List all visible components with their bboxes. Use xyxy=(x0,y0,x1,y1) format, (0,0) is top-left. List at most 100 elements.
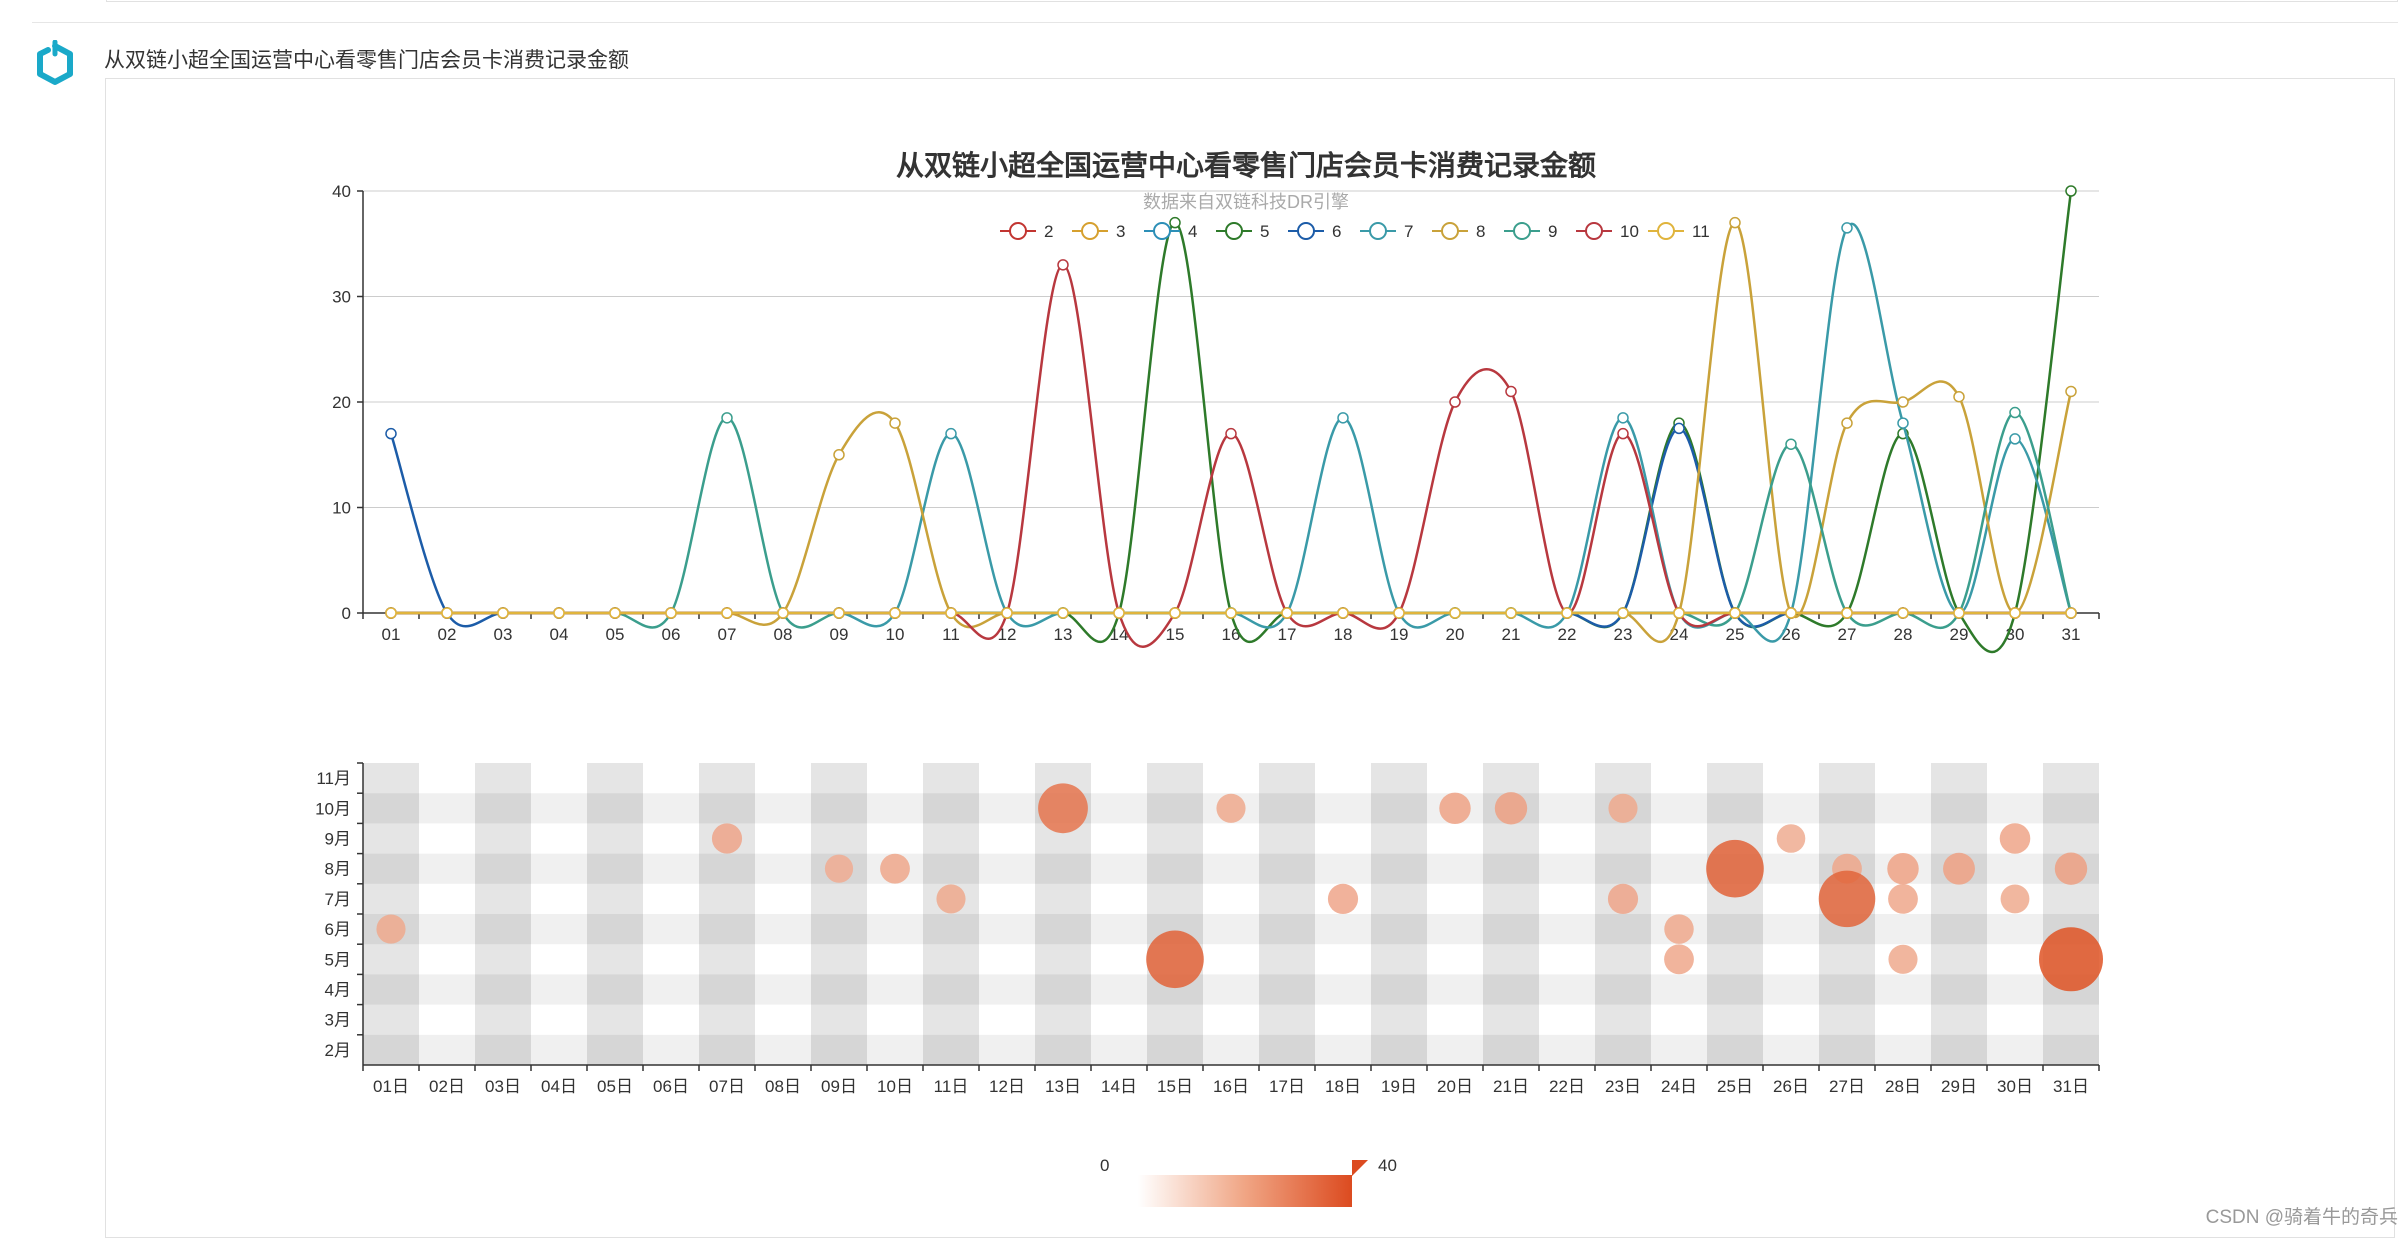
x-tick-label: 31 xyxy=(2062,625,2081,644)
x-tick-label: 11 xyxy=(942,625,960,644)
data-point xyxy=(1953,390,1965,403)
data-point xyxy=(1393,607,1405,619)
x-tick-label: 23日 xyxy=(1605,1077,1641,1096)
y-tick-label: 6月 xyxy=(325,920,351,939)
x-tick-label: 14日 xyxy=(1101,1077,1137,1096)
y-tick-label: 4月 xyxy=(325,981,351,1000)
series-line xyxy=(390,411,2073,629)
data-point xyxy=(1449,607,1461,619)
x-band xyxy=(699,763,755,1065)
x-tick-label: 01日 xyxy=(373,1077,409,1096)
series-line xyxy=(390,263,2071,648)
y-tick-label: 20 xyxy=(332,393,351,412)
x-band xyxy=(1707,763,1763,1065)
data-point xyxy=(553,607,565,619)
x-tick-label: 26日 xyxy=(1773,1077,1809,1096)
data-point xyxy=(1225,427,1237,440)
x-tick-label: 27 xyxy=(1838,625,1857,644)
watermark: CSDN @骑着牛的奇兵 xyxy=(2205,1207,2398,1228)
x-tick-label: 12 xyxy=(998,625,1017,644)
x-band xyxy=(1259,763,1315,1065)
legend-item: 3 xyxy=(1072,222,1125,241)
data-point xyxy=(1729,216,1741,229)
x-band xyxy=(1539,763,1595,1065)
bubble-point xyxy=(936,884,966,914)
legend-marker xyxy=(1441,222,1459,240)
visual-map-min-label: 0 xyxy=(1100,1156,1109,1175)
bubble-point xyxy=(1888,883,1918,914)
legend-label: 6 xyxy=(1332,222,1341,241)
x-tick-label: 01 xyxy=(382,625,401,644)
data-point xyxy=(1001,607,1013,619)
data-point xyxy=(1953,607,1965,619)
data-point xyxy=(1505,607,1517,619)
y-band xyxy=(363,944,2099,975)
x-tick-label: 03 xyxy=(494,625,513,644)
x-tick-label: 07日 xyxy=(709,1077,745,1096)
x-tick-label: 09日 xyxy=(821,1077,857,1096)
data-point xyxy=(1057,259,1069,271)
y-tick-label: 0 xyxy=(342,604,351,623)
bubble-point xyxy=(1888,944,1918,974)
visual-map-max-label: 40 xyxy=(1378,1156,1397,1175)
data-point xyxy=(777,607,789,619)
x-tick-label: 05日 xyxy=(597,1077,633,1096)
data-point xyxy=(1337,412,1349,424)
data-point xyxy=(721,607,733,619)
bubble-point xyxy=(880,853,910,884)
x-tick-label: 16日 xyxy=(1213,1077,1249,1096)
x-band xyxy=(923,763,979,1065)
bubble-point xyxy=(1216,793,1246,823)
bubble-point xyxy=(1943,852,1975,885)
x-tick-label: 10 xyxy=(886,625,905,644)
x-tick-label: 29日 xyxy=(1941,1077,1977,1096)
y-band xyxy=(363,883,2099,914)
data-point xyxy=(945,607,957,619)
y-tick-label: 10月 xyxy=(315,799,351,818)
x-band xyxy=(1875,763,1931,1065)
bubble-point xyxy=(1887,852,1919,885)
y-tick-label: 2月 xyxy=(325,1041,351,1060)
x-band xyxy=(811,763,867,1065)
bubble-point xyxy=(1664,944,1694,975)
bubble-point xyxy=(1439,792,1471,825)
x-tick-label: 14 xyxy=(1110,625,1129,644)
data-point xyxy=(1617,427,1629,440)
data-point xyxy=(1281,607,1293,619)
data-point xyxy=(1449,396,1461,408)
data-point xyxy=(1673,422,1685,435)
y-tick-label: 11月 xyxy=(316,769,351,788)
legend-marker xyxy=(1225,222,1243,240)
x-tick-label: 02 xyxy=(438,625,457,644)
y-band xyxy=(363,974,2099,1005)
legend-label: 2 xyxy=(1044,222,1053,241)
x-tick-label: 13日 xyxy=(1045,1077,1081,1096)
data-point xyxy=(1897,396,1909,408)
legend-label: 10 xyxy=(1620,222,1639,241)
legend-item: 2 xyxy=(1000,222,1053,241)
x-tick-label: 12日 xyxy=(989,1077,1025,1096)
visual-map-bar xyxy=(1138,1175,1352,1207)
data-point xyxy=(1617,607,1629,619)
x-tick-label: 06 xyxy=(662,625,681,644)
x-tick-label: 04日 xyxy=(541,1077,577,1096)
x-tick-label: 16 xyxy=(1222,625,1241,644)
x-tick-label: 20 xyxy=(1446,625,1465,644)
data-point xyxy=(1617,412,1629,424)
legend-label: 4 xyxy=(1188,222,1197,241)
data-point xyxy=(1057,607,1069,619)
legend-marker xyxy=(1513,222,1531,240)
y-band xyxy=(363,853,2099,884)
y-tick-label: 30 xyxy=(332,288,351,307)
bubble-point xyxy=(824,854,854,883)
bubble-point xyxy=(1999,823,2031,854)
x-tick-label: 17日 xyxy=(1269,1077,1305,1096)
x-band xyxy=(1931,763,1987,1065)
x-band xyxy=(1315,763,1371,1065)
data-point xyxy=(1897,417,1909,429)
data-point xyxy=(385,607,397,619)
data-point xyxy=(1337,607,1349,619)
bubble-point xyxy=(1038,783,1088,834)
y-tick-label: 3月 xyxy=(325,1011,351,1030)
legend-label: 5 xyxy=(1260,222,1269,241)
